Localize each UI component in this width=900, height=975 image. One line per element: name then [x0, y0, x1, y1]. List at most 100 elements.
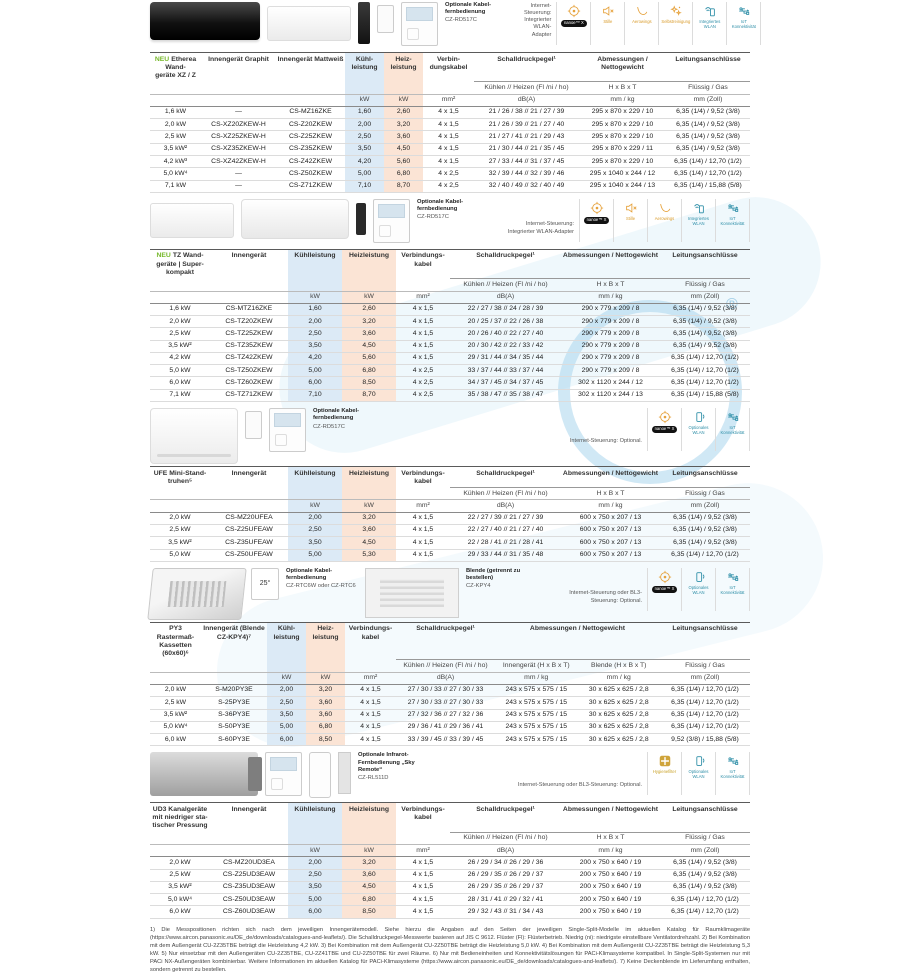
table-cell: CS-TZ71ZKEW	[210, 389, 288, 403]
table-cell: 32 / 40 / 49 // 32 / 40 / 49	[474, 180, 579, 193]
subheader-cell: Flüssig / Gas	[660, 659, 750, 673]
option-accessory-block: Optionale Infrarot-Fernbedienung „Sky Re…	[358, 752, 430, 782]
subheader-cell	[384, 81, 423, 95]
table-cell: 5,0 kW⁴	[150, 167, 201, 181]
subheader-cell	[210, 487, 288, 501]
table-cell: 600 x 750 x 207 / 13	[561, 536, 660, 550]
header-cell: Schalldruckpegel¹	[450, 249, 561, 280]
product-section-ud3-kanalgeraete: Optionale Infrarot-Fernbedienung „Sky Re…	[150, 752, 750, 919]
internet-control-note: Internet-Steuerung: Optional.	[569, 437, 642, 444]
table-cell: 6,35 (1/4) / 9,52 (3/8)	[660, 856, 750, 870]
feature-badge-phone-wifi: Optionales WLAN	[681, 752, 715, 796]
option-accessory-model: CZ-RD517C	[445, 17, 477, 24]
table-cell: CS-XZ20ZKEW-H	[201, 118, 276, 132]
table-cell: S-36PY3E	[201, 709, 267, 722]
remote-dark-sm-image	[356, 202, 366, 235]
header-cell: Abmessungen / Nettogewicht	[579, 52, 666, 83]
section-title-cell: NEU Etherea Wand- geräte XZ / Z	[150, 53, 201, 82]
table-cell: 30 x 625 x 625 / 2,8	[577, 696, 660, 710]
header-cell: Abmessungen / Nettogewicht	[495, 622, 660, 661]
catalog-page: ® Optionale Kabel-fernbedienung CZ-RD517C…	[147, 0, 839, 975]
header-cell: Abmessungen / Nettogewicht	[561, 466, 660, 489]
table-cell: 2,00	[267, 684, 306, 698]
feature-badge-label: IoT Konnektivität	[720, 215, 745, 226]
header-row-main: UD3 Kanalgeräte mit niedriger sta- tisch…	[150, 802, 750, 833]
table-cell: 295 x 870 x 229 / 10	[579, 130, 666, 144]
table-cell: 4 x 1,5	[396, 536, 450, 550]
section-title: TZ Wand- geräte | Super- kompakt	[156, 252, 204, 276]
table-cell: S-60PY3E	[201, 733, 267, 747]
option-accessory-title: Optionale Kabel-fernbedienung	[417, 198, 464, 213]
header-cell: Heizleistung	[342, 802, 396, 833]
header-cell: Innengerät	[231, 469, 267, 477]
subheader-cell	[342, 487, 396, 501]
option-accessory-block: Optionale Kabel-fernbedienung CZ-RD517C	[313, 408, 385, 431]
subheader-cell: H x B x T	[579, 81, 666, 95]
table-row: 6,0 kW S-60PY3E 6,00 8,50 4 x 1,5 33 / 39 / 4…	[150, 733, 750, 747]
table-cell: 6,35 (1/4) / 12,70 (1/2)	[660, 721, 750, 735]
section-title: UFE Mini-Stand- truhen⁵	[153, 469, 207, 485]
unit-cell: dB(A)	[396, 672, 495, 685]
unit-cell: dB(A)	[474, 94, 579, 107]
unit-cell	[210, 844, 288, 858]
table-row: 7,1 kW — CS-Z71ZKEW 7,10 8,70 4 x 2,5 32 / 40 …	[150, 180, 750, 193]
remote-wifi-icon	[705, 7, 715, 17]
table-cell: 30 x 625 x 625 / 2,8	[577, 684, 660, 698]
unit-cell	[150, 94, 201, 107]
feature-badge-label: nanoe™ X	[651, 426, 678, 433]
usb-icon	[727, 413, 738, 421]
unit-cell	[150, 844, 210, 858]
feature-badge-remote-wifi: Integriertes WLAN	[681, 198, 715, 242]
table-cell: 4 x 1,5	[396, 524, 450, 538]
subheader-cell: Flüssig / Gas	[660, 278, 750, 292]
table-cell: 3,60	[306, 696, 345, 710]
table-cell: 6,35 (1/4) / 9,52 (3/8)	[660, 315, 750, 329]
option-accessory-model: CZ-RD517C	[417, 214, 449, 221]
table-cell: 4 x 1,5	[345, 684, 396, 698]
option-accessory-model: CZ-KPY4	[466, 583, 491, 590]
table-cell: 6,00	[267, 733, 306, 747]
table-cell: CS-Z25UFEAW	[210, 524, 288, 538]
unit-cell: mm / kg	[561, 291, 660, 304]
table-cell: 29 / 31 / 44 // 34 / 35 / 44	[450, 352, 561, 366]
table-row: 2,5 kW CS-Z25UD3EAW 2,50 3,60 4 x 1,5 26 / 29…	[150, 869, 750, 882]
header-row-main: NEU Etherea Wand- geräte XZ / Z Innengerät…	[150, 52, 750, 83]
feature-badge-phone-wifi: Optionales WLAN	[681, 567, 715, 611]
table-cell: 200 x 750 x 640 / 19	[561, 905, 660, 919]
option-accessory-title: Optionale Kabel-fernbedienung	[286, 567, 333, 582]
feature-badge-label: nanoe™ X	[560, 20, 587, 27]
feature-badge-label: Optionales WLAN	[688, 425, 709, 435]
table-row: 7,1 kW CS-TZ71ZKEW 7,10 8,70 4 x 2,5 35 / 38 …	[150, 389, 750, 403]
table-row: 3,5 kW² CS-XZ35ZKEW-H CS-Z35ZKEW 3,50 4,50 4 …	[150, 143, 750, 157]
table-cell: CS-XZ42ZKEW-H	[201, 155, 276, 169]
table-cell: 6,35 (1/4) / 9,52 (3/8)	[660, 303, 750, 317]
table-row: 1,6 kW — CS-MZ16ZKE 1,60 2,60 4 x 1,5 21 / 26 …	[150, 106, 750, 120]
header-cell: Verbindungs-kabel	[348, 625, 393, 641]
internet-control-note: Internet-Steuerung oder BL3-Steuerung: O…	[569, 590, 642, 604]
table-cell: 2,0 kW	[150, 118, 201, 132]
spec-table: NEU TZ Wand- geräte | Super- kompakt Innen…	[150, 248, 750, 403]
table-cell: CS-Z35UD3EAW	[210, 881, 288, 895]
table-cell: 20 / 26 / 40 // 22 / 27 / 40	[450, 327, 561, 341]
table-cell: 4 x 1,5	[345, 696, 396, 710]
feature-badges: nanoe™ X Stille Aerowings Integriertes WLAN…	[579, 198, 750, 242]
table-cell: 8,70	[342, 389, 396, 403]
table-cell: 7,1 kW	[150, 389, 210, 403]
table-cell: 2,0 kW	[150, 512, 210, 525]
phone-wifi-icon	[695, 412, 704, 422]
feature-badges: nanoe™ X Stille Aerowings Selbstreinigung In…	[556, 2, 762, 45]
header-cell: Schalldruckpegel¹	[396, 622, 495, 661]
table-cell: —	[201, 167, 276, 181]
unit-cell	[150, 672, 201, 685]
table-row: 1,6 kW CS-MTZ16ZKE 1,60 2,60 4 x 1,5 22 / 27 …	[150, 303, 750, 317]
product-strip: 25° Optionale Kabel-fernbedienung CZ-RTC6W…	[147, 567, 750, 620]
unit-cell: dB(A)	[450, 291, 561, 304]
table-cell: 243 x 575 x 575 / 15	[495, 733, 578, 747]
unit-cell: kW	[342, 291, 396, 304]
subheader-cell: H x B x T	[561, 832, 660, 846]
table-cell: 2,0 kW	[150, 856, 210, 870]
table-cell: 4 x 2,5	[396, 364, 450, 378]
table-cell: 20 / 25 / 37 // 22 / 26 / 38	[450, 315, 561, 329]
footnotes: 1) Die Messpositionen richten sich nach …	[150, 926, 751, 973]
header-cell: Leitungsanschlüsse	[660, 466, 750, 489]
